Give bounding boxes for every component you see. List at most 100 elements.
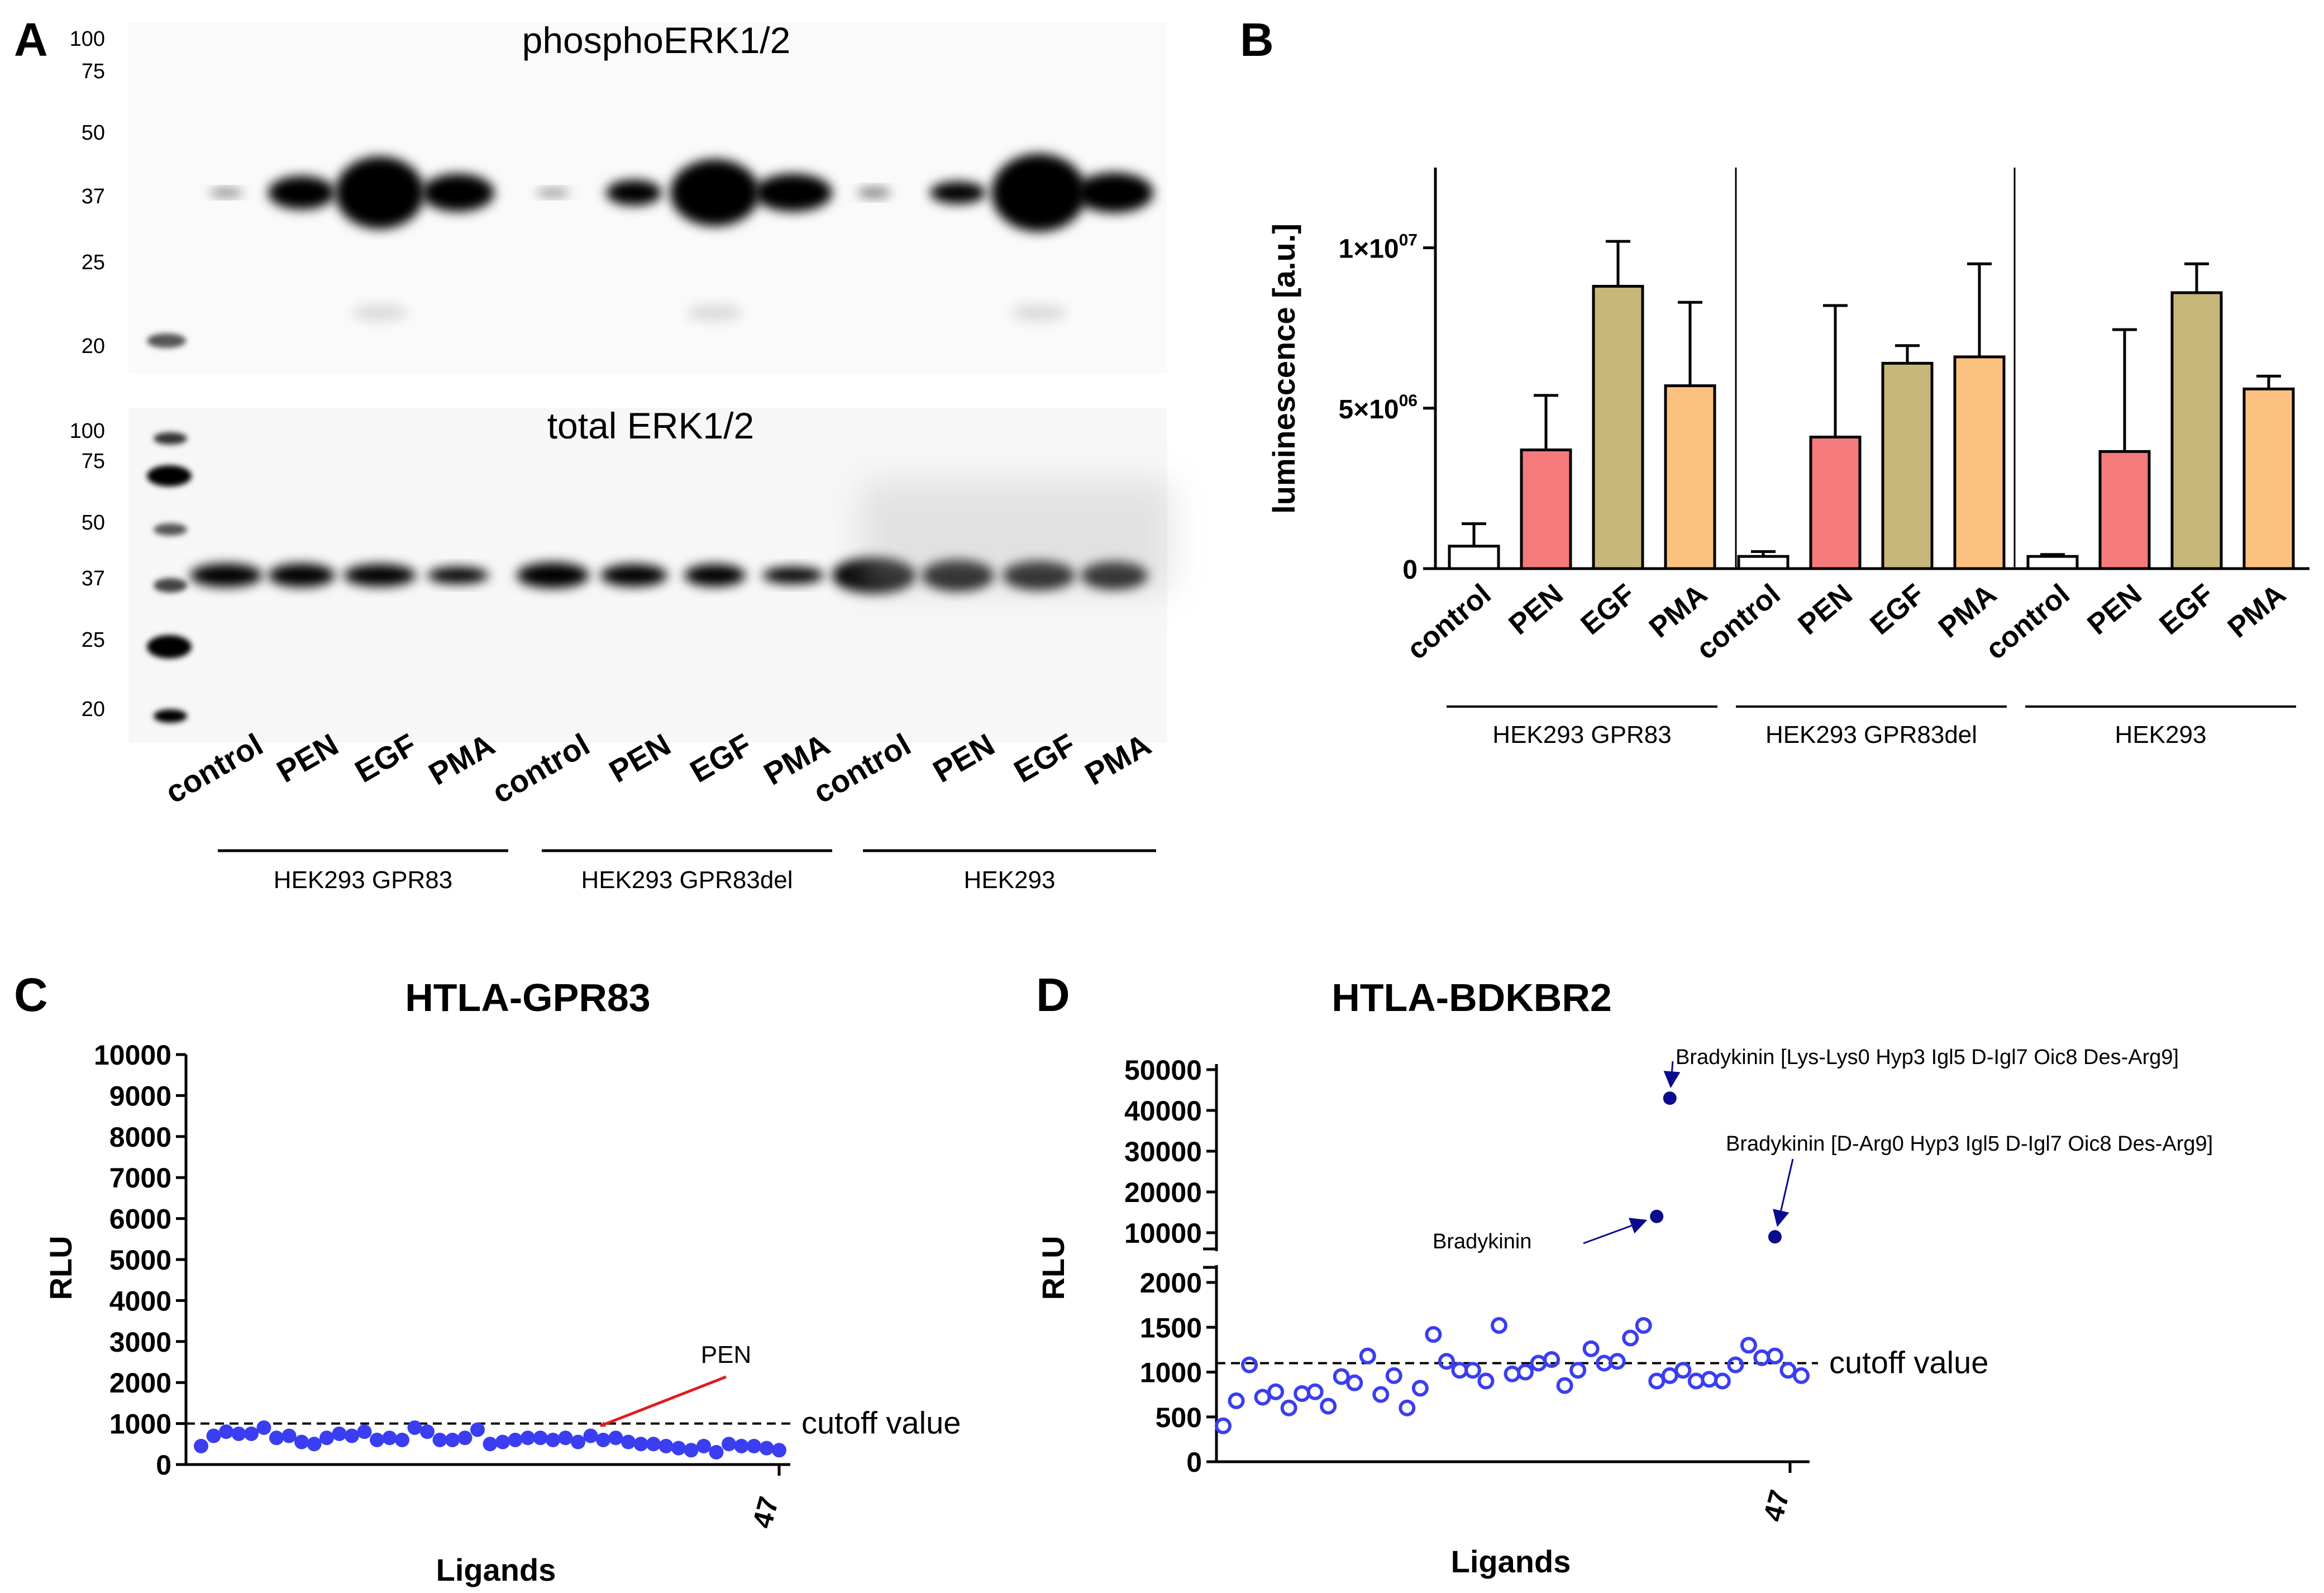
chart-d-point	[1425, 1326, 1442, 1343]
blot-phospho-band	[606, 180, 662, 206]
blot-top-marker: 75	[82, 60, 105, 83]
chart-d-point	[1228, 1392, 1245, 1409]
chart-c-cutoff-label: cutoff value	[801, 1405, 961, 1441]
chart-d-title: HTLA-BDKBR2	[1332, 976, 1612, 1019]
chart-c-point	[382, 1430, 397, 1446]
chart-d-point	[1333, 1368, 1350, 1385]
blot-phospho-band	[670, 159, 760, 226]
chart-b-bar	[2242, 387, 2295, 570]
blot-faint-band	[687, 304, 743, 322]
panel-letter-c: C	[14, 969, 48, 1021]
chart-d-cutoff-label: cutoff value	[1829, 1344, 1988, 1380]
chart-c-point	[596, 1432, 610, 1447]
chart-d-point	[1254, 1389, 1271, 1406]
chart-c-point	[671, 1441, 686, 1456]
chart-d-point	[1648, 1372, 1666, 1390]
chart-c-point	[206, 1428, 221, 1443]
chart-d-y-tick-label: 0	[1186, 1447, 1202, 1478]
blot-top-marker: 100	[70, 27, 105, 51]
chart-b-category-label: PMA	[2222, 578, 2292, 645]
chart-d-point	[1635, 1317, 1652, 1334]
blot-total-band	[517, 562, 589, 588]
chart-c-y-tick-label: 4000	[109, 1285, 171, 1317]
chart-c-point	[395, 1432, 409, 1447]
blot-faint-band	[352, 304, 408, 322]
chart-d-y-tick-label: 40000	[1124, 1095, 1202, 1127]
chart-c-ylabel: RLU	[43, 1236, 78, 1300]
chart-d-point	[1740, 1337, 1757, 1354]
chart-c-point	[583, 1428, 598, 1443]
chart-c-point	[319, 1430, 334, 1446]
panel-letter-b: B	[1240, 13, 1274, 66]
chart-d-point	[1569, 1362, 1587, 1379]
chart-d-point	[1477, 1372, 1495, 1390]
chart-d-point	[1464, 1362, 1481, 1379]
chart-c-point	[307, 1437, 322, 1452]
chart-d-annotation-arrow	[1663, 1061, 1681, 1089]
chart-d-y-tick-label: 1500	[1140, 1312, 1202, 1343]
blot-bottom-marker: 25	[82, 628, 105, 652]
blot-ladder-band	[154, 523, 187, 536]
chart-d-y-tick-label: 50000	[1124, 1055, 1202, 1086]
blot-phospho-band	[930, 182, 986, 204]
chart-b-category-label: control	[1690, 578, 1786, 666]
chart-d-point	[1320, 1398, 1337, 1415]
blot-ladder-band	[154, 709, 187, 723]
chart-b-category-label: PEN	[1503, 578, 1569, 641]
chart-d-point	[1517, 1363, 1534, 1381]
chart-c-point	[621, 1434, 636, 1449]
chart-d-point	[1674, 1362, 1692, 1379]
chart-d-highlight-point	[1650, 1209, 1664, 1223]
chart-c-point	[432, 1432, 447, 1447]
chart-b-bar	[1448, 545, 1500, 570]
chart-d-point	[1779, 1362, 1797, 1379]
chart-d-point	[1609, 1353, 1626, 1370]
chart-d-point	[1582, 1340, 1600, 1357]
chart-b-bar	[2026, 555, 2079, 570]
chart-c-point	[633, 1437, 648, 1452]
blot-phospho-band	[335, 156, 424, 229]
blot-top-marker: 50	[82, 121, 105, 145]
chart-c-x-tick-label: 47	[746, 1493, 784, 1531]
blot-total-band	[343, 564, 416, 586]
scatter-chart-panel-c: HTLA-GPR83 RLU Ligands 0 1000 2000 3000 4000…	[43, 976, 961, 1587]
chart-b-category-label: EGF	[2154, 578, 2220, 641]
chart-b-category-label: control	[1401, 578, 1497, 666]
chart-b-group-label: HEK293 GPR83	[1492, 721, 1671, 748]
chart-c-point	[772, 1443, 786, 1458]
chart-c-point	[508, 1432, 523, 1447]
chart-d-point	[1280, 1399, 1297, 1416]
chart-d-point	[1714, 1372, 1731, 1390]
chart-c-y-tick-label: 10000	[94, 1039, 171, 1071]
blot-phospho-band	[536, 189, 570, 197]
chart-c-point	[696, 1438, 711, 1453]
chart-c-point	[269, 1430, 284, 1446]
chart-d-point	[1241, 1356, 1258, 1373]
blot-phospho-band	[857, 188, 891, 198]
chart-c-point	[658, 1438, 674, 1453]
chart-d-point	[1490, 1317, 1507, 1334]
chart-b-group-label: HEK293 GPR83del	[1765, 721, 1977, 748]
chart-d-point	[1661, 1367, 1678, 1384]
chart-c-y-tick-label: 6000	[109, 1204, 171, 1235]
blot-bottom-marker: 50	[82, 511, 105, 535]
chart-d-y-tick-label: 1000	[1140, 1357, 1202, 1389]
blot-phospho-band	[754, 174, 832, 212]
chart-d-point	[1622, 1329, 1639, 1347]
chart-b-category-label: PEN	[2082, 578, 2148, 641]
blot-total-band	[684, 564, 746, 586]
blot-total-band	[268, 564, 335, 587]
blot-phospho-band	[1075, 173, 1153, 213]
chart-b-category-label: EGF	[1575, 578, 1641, 641]
chart-b-group-label: HEK293	[2115, 721, 2207, 748]
chart-c-xlabel: Ligands	[436, 1552, 556, 1587]
blot-phospho-band	[991, 154, 1086, 232]
chart-c-point	[294, 1434, 309, 1449]
blot-ladder-band	[154, 578, 187, 593]
chart-d-highlight-point	[1663, 1091, 1677, 1105]
chart-c-point	[747, 1438, 761, 1453]
scatter-chart-panel-d: HTLA-BDKBR2 RLU Ligands 1000020000300004…	[1035, 976, 2213, 1579]
chart-c-point	[332, 1426, 347, 1441]
blot-group-label: HEK293	[964, 866, 1056, 894]
chart-d-point	[1411, 1380, 1429, 1397]
